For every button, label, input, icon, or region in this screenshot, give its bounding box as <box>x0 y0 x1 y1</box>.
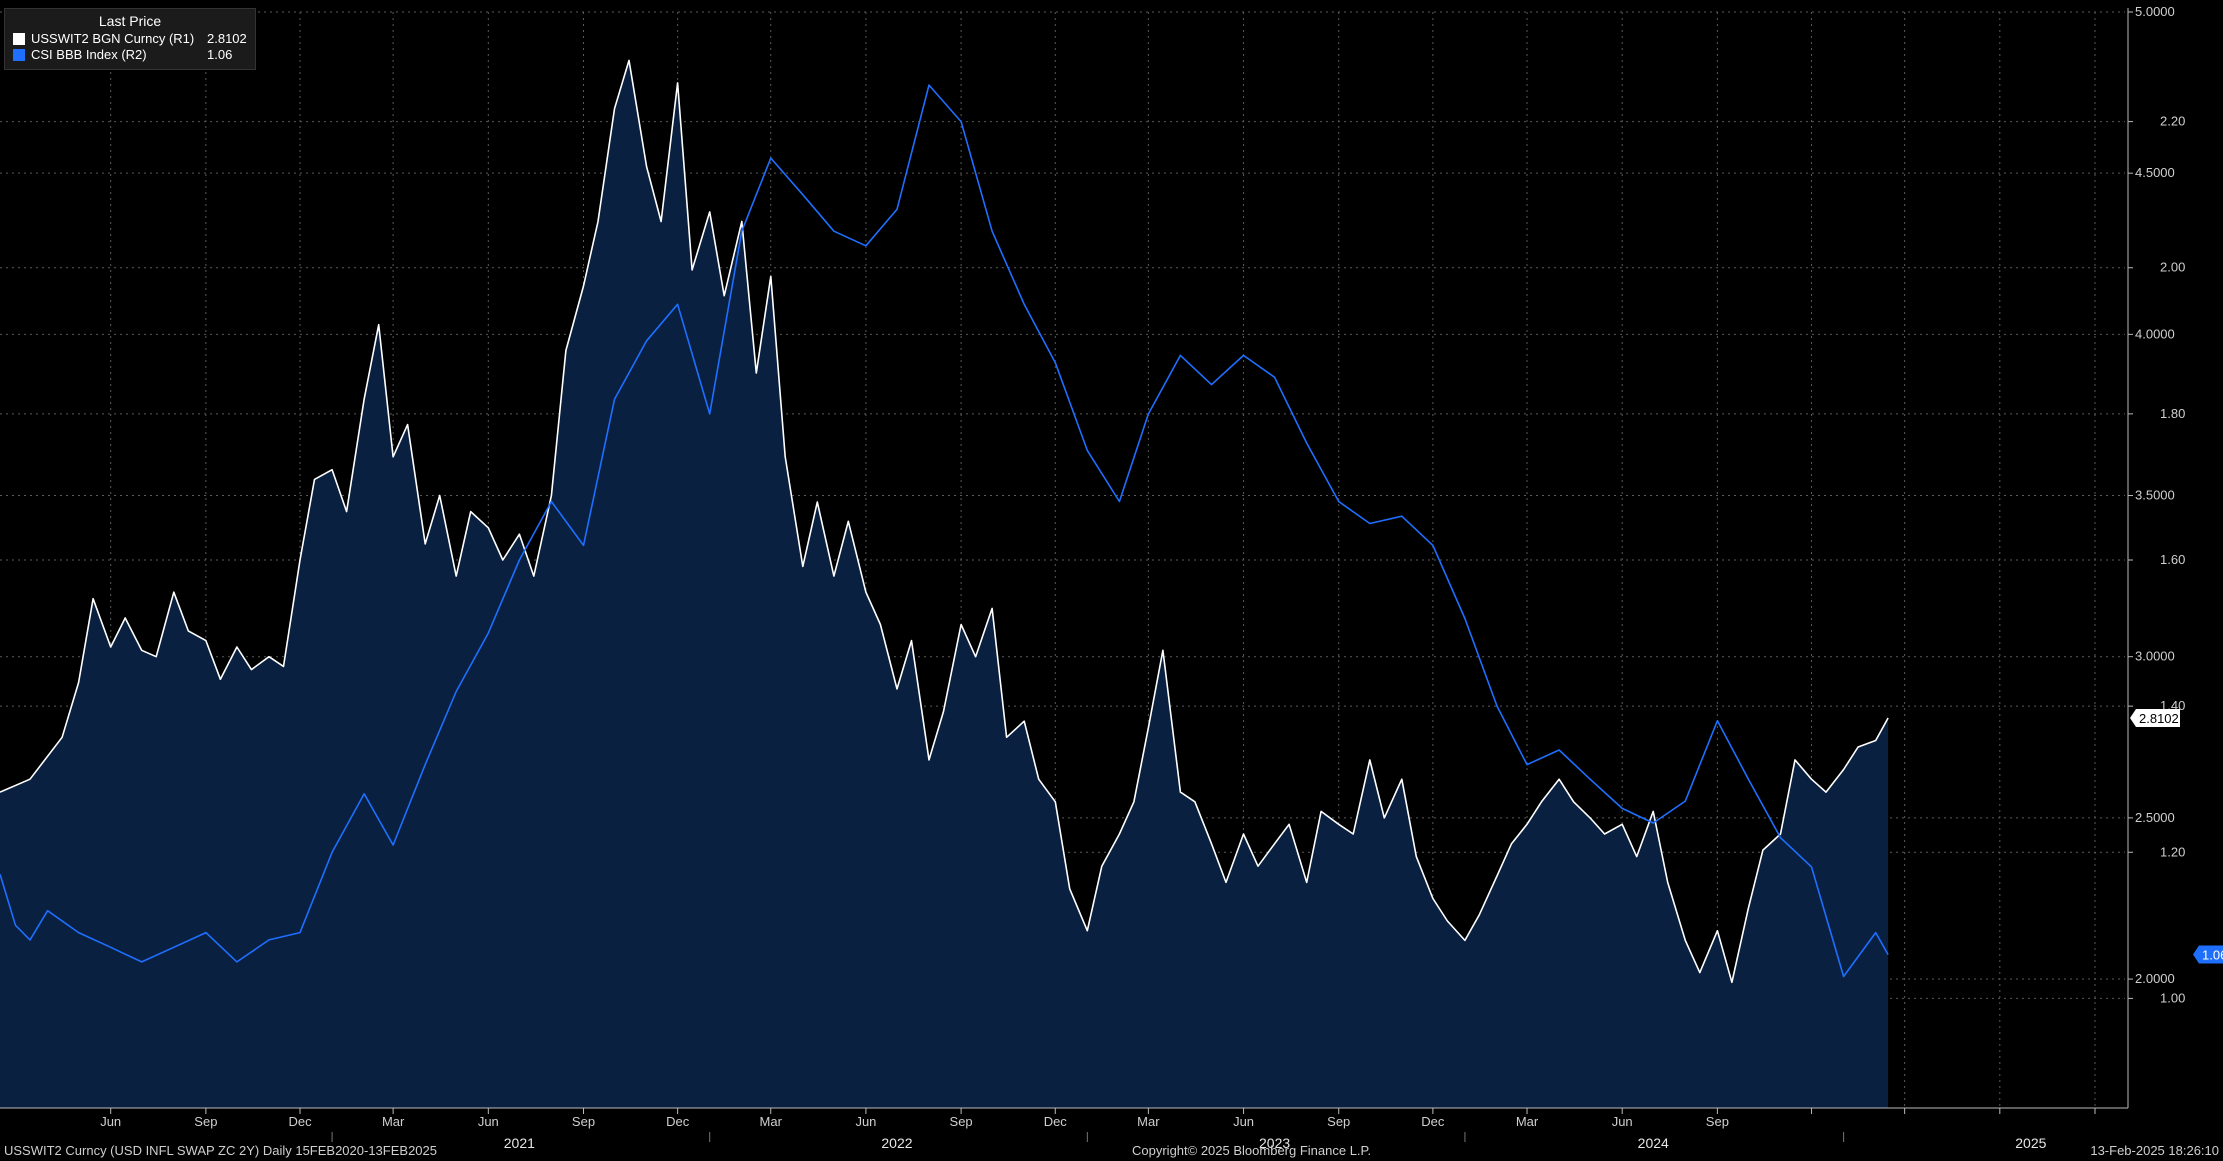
x-tick-label: Jun <box>478 1114 499 1129</box>
y-tick-label-r2: 1.20 <box>2160 844 2185 859</box>
series-area-0 <box>0 60 1889 1108</box>
y-tick-label-r1: 2.0000 <box>2135 971 2175 986</box>
y-tick-label-r2: 2.20 <box>2160 114 2185 129</box>
legend-item-usswit2[interactable]: USSWIT2 BGN Curncy (R1) 2.8102 <box>13 31 247 47</box>
series-line-1 <box>0 84 1889 978</box>
x-year-label: 2022 <box>881 1135 912 1151</box>
x-tick-label: Jun <box>1233 1114 1254 1129</box>
footer-security-info: USSWIT2 Curncy (USD INFL SWAP ZC 2Y) Dai… <box>4 1143 437 1158</box>
last-value-label-0: 2.8102 <box>2139 711 2179 726</box>
y-tick-label-r2: 1.00 <box>2160 990 2185 1005</box>
x-tick-label: Jun <box>1612 1114 1633 1129</box>
x-tick-label: Dec <box>666 1114 690 1129</box>
legend-value-csi-bbb: 1.06 <box>207 47 233 62</box>
x-tick-label: Sep <box>572 1114 595 1129</box>
y-tick-label-r1: 4.5000 <box>2135 165 2175 180</box>
x-tick-label: Mar <box>1516 1114 1539 1129</box>
series-line-0 <box>0 59 1889 984</box>
y-tick-label-r1: 3.0000 <box>2135 649 2175 664</box>
y-tick-label-r1: 5.0000 <box>2135 4 2175 19</box>
footer-copyright: Copyright© 2025 Bloomberg Finance L.P. <box>1132 1143 1372 1158</box>
x-tick-label: Mar <box>760 1114 783 1129</box>
y-tick-label-r2: 1.60 <box>2160 552 2185 567</box>
legend-label-csi-bbb: CSI BBB Index (R2) <box>31 47 147 62</box>
y-tick-label-r2: 1.80 <box>2160 406 2185 421</box>
x-tick-label: Mar <box>382 1114 405 1129</box>
legend-value-usswit2: 2.8102 <box>207 31 247 46</box>
x-tick-label: Jun <box>855 1114 876 1129</box>
y-tick-label-r1: 3.5000 <box>2135 488 2175 503</box>
footer-timestamp: 13-Feb-2025 18:26:10 <box>2090 1143 2219 1158</box>
y-tick-label-r1: 2.5000 <box>2135 810 2175 825</box>
series-layer <box>0 59 1889 1108</box>
last-value-badge-1 <box>2193 945 2223 964</box>
x-year-label: 2025 <box>2015 1135 2046 1151</box>
x-tick-label: Sep <box>950 1114 973 1129</box>
x-tick-label: Sep <box>194 1114 217 1129</box>
legend: Last Price USSWIT2 BGN Curncy (R1) 2.810… <box>4 8 256 70</box>
last-value-badge-0 <box>2130 708 2180 727</box>
x-tick-label: Dec <box>1044 1114 1068 1129</box>
legend-item-csi-bbb[interactable]: CSI BBB Index (R2) 1.06 <box>13 47 247 63</box>
x-year-label: 2021 <box>504 1135 535 1151</box>
legend-header: Last Price <box>98 13 162 29</box>
x-tick-label: Jun <box>100 1114 121 1129</box>
legend-swatch-usswit2 <box>13 33 25 45</box>
x-year-label: 2024 <box>1638 1135 1669 1151</box>
last-value-label-1: 1.06 <box>2202 948 2223 963</box>
legend-label-usswit2: USSWIT2 BGN Curncy (R1) <box>31 31 195 46</box>
y-tick-label-r1: 4.0000 <box>2135 326 2175 341</box>
x-year-label: 2023 <box>1259 1135 1290 1151</box>
axes-layer: Jun Sep Dec Mar Jun Sep Dec Mar Jun Sep Dec Mar Jun S… <box>0 4 2223 1151</box>
x-tick-label: Dec <box>288 1114 312 1129</box>
x-tick-label: Sep <box>1327 1114 1350 1129</box>
y-tick-label-r2: 2.00 <box>2160 260 2185 275</box>
x-tick-label: Mar <box>1137 1114 1160 1129</box>
legend-swatch-csi-bbb <box>13 49 25 61</box>
x-tick-label: Sep <box>1706 1114 1729 1129</box>
x-tick-label: Dec <box>1421 1114 1445 1129</box>
